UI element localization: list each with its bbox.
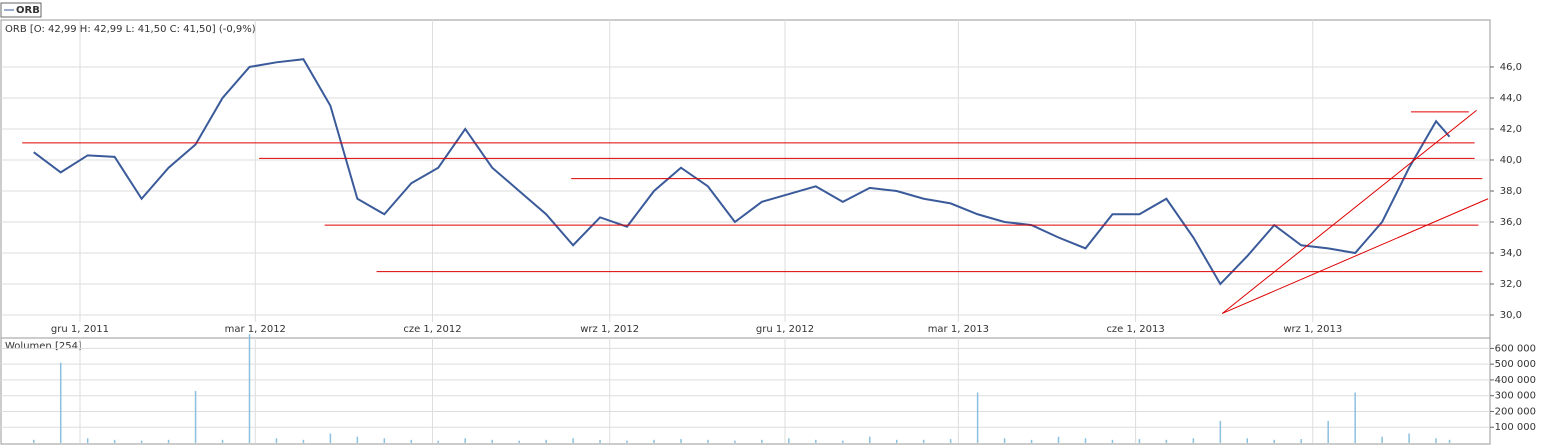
volume-header: Wolumen [254]	[5, 341, 82, 352]
y-tick-label: 400 000	[1495, 375, 1536, 386]
y-tick-label: 40,0	[1500, 155, 1522, 166]
legend-label: ORB	[16, 5, 40, 16]
y-tick-label: 36,0	[1500, 217, 1522, 228]
volume-panel	[0, 337, 1491, 445]
x-tick-label: cze 1, 2013	[1106, 324, 1164, 335]
x-tick-label: gru 1, 2011	[51, 324, 109, 335]
x-tick-label: wrz 1, 2012	[580, 324, 639, 335]
y-tick-label: 42,0	[1500, 124, 1522, 135]
y-tick-label: 34,0	[1500, 248, 1522, 259]
x-tick-label: mar 1, 2012	[225, 324, 286, 335]
legend-box	[0, 2, 42, 18]
y-tick-label: 30,0	[1500, 310, 1522, 321]
y-tick-label: 46,0	[1500, 62, 1522, 73]
y-tick-label: 32,0	[1500, 279, 1522, 290]
y-tick-label: 100 000	[1495, 422, 1536, 433]
y-tick-label: 200 000	[1495, 406, 1536, 417]
y-tick-label: 300 000	[1495, 391, 1536, 402]
y-tick-label: 500 000	[1495, 359, 1536, 370]
price-line	[33, 58, 1451, 286]
x-tick-label: mar 1, 2013	[928, 324, 989, 335]
trend-line	[1221, 109, 1477, 314]
y-tick-label: 44,0	[1500, 93, 1522, 104]
price-header: ORB [O: 42,99 H: 42,99 L: 41,50 C: 41,50…	[5, 24, 256, 35]
y-tick-label: 600 000	[1495, 343, 1536, 354]
x-tick-label: cze 1, 2012	[403, 324, 461, 335]
y-tick-label: 38,0	[1500, 186, 1522, 197]
x-tick-label: wrz 1, 2013	[1283, 324, 1342, 335]
trend-line	[1222, 198, 1489, 314]
x-tick-label: gru 1, 2012	[756, 324, 814, 335]
